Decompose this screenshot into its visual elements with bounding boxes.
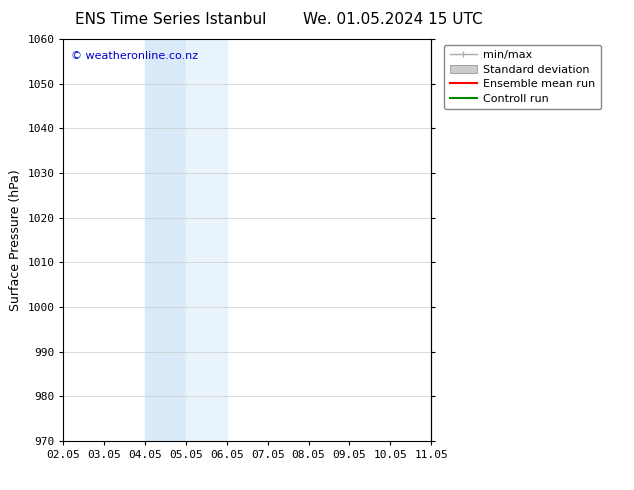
Bar — [451, 39, 472, 441]
Bar — [431, 39, 451, 441]
Bar — [186, 39, 227, 441]
Text: © weatheronline.co.nz: © weatheronline.co.nz — [71, 51, 198, 61]
Text: We. 01.05.2024 15 UTC: We. 01.05.2024 15 UTC — [303, 12, 483, 27]
Text: ENS Time Series Istanbul: ENS Time Series Istanbul — [75, 12, 267, 27]
Legend: min/max, Standard deviation, Ensemble mean run, Controll run: min/max, Standard deviation, Ensemble me… — [444, 45, 601, 109]
Y-axis label: Surface Pressure (hPa): Surface Pressure (hPa) — [9, 169, 22, 311]
Bar — [145, 39, 186, 441]
